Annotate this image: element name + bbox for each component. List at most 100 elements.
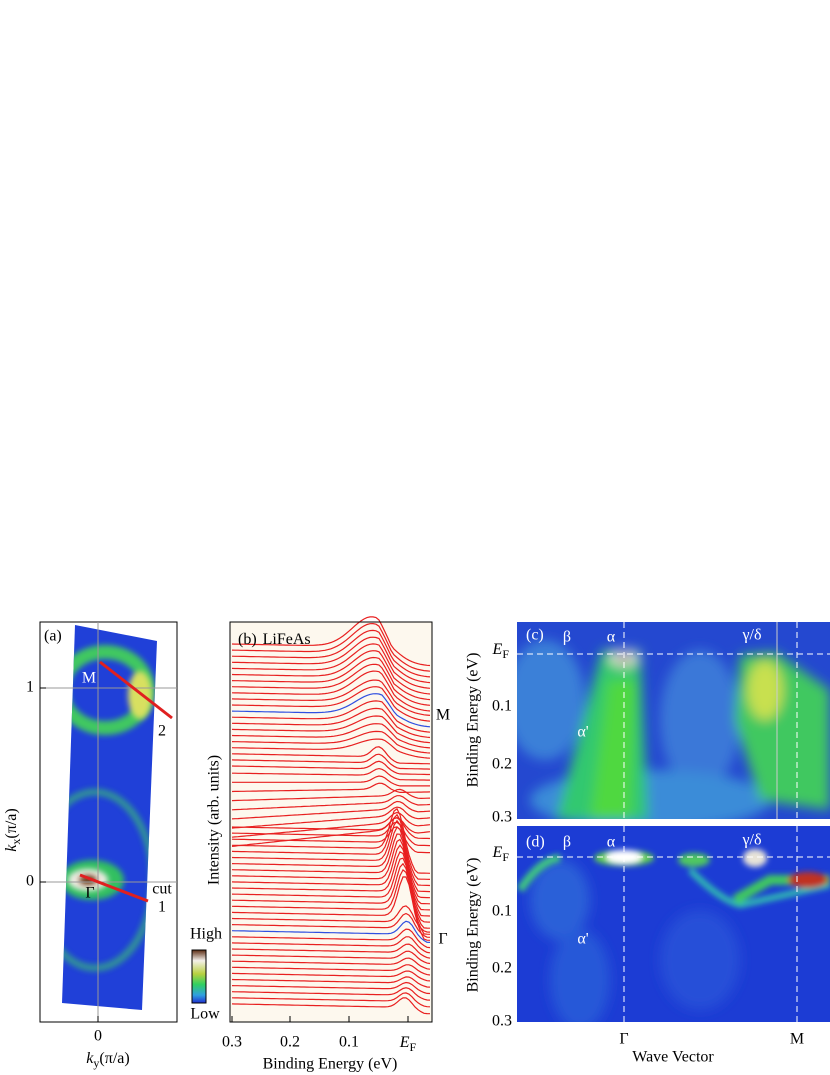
diffuse <box>530 860 740 1022</box>
band-label: β <box>563 629 571 646</box>
panel-label-text: (b) <box>238 631 257 648</box>
edc-curve <box>231 821 431 847</box>
gamma-hot <box>747 660 783 720</box>
annotation: cut <box>152 881 172 898</box>
y-tick-label: 0 <box>26 873 34 890</box>
edc-curve <box>231 826 431 893</box>
band-label: γ/δ <box>741 627 761 644</box>
edc-curve <box>231 976 431 988</box>
panel-b: (b) LiFeAs M Γ 0.3 0.2 0.1 EF Binding Ene… <box>206 616 450 1073</box>
colorbar-label: Low <box>190 1006 220 1023</box>
x-axis-title-part: k <box>86 1050 94 1067</box>
frame-border <box>229 621 433 1023</box>
edc-curve <box>231 957 431 970</box>
edc-curve <box>231 905 431 933</box>
edc-curve <box>232 775 430 787</box>
edc-curve <box>231 723 431 749</box>
colorbar-label: High <box>190 926 222 943</box>
edc-curve <box>231 868 431 935</box>
panel-a: (a) M 2 Γ cut 1 1 0 0 ky(π/a) kx(π/a) Hi… <box>3 621 222 1070</box>
panel-label: (c) <box>526 627 544 644</box>
edc-curve <box>231 670 431 712</box>
edc-curve <box>231 876 431 941</box>
y-tick-label: 1 <box>26 679 34 696</box>
edc-curve <box>231 686 431 722</box>
edc-curve <box>231 753 431 770</box>
intensity <box>550 930 610 1022</box>
alpha-band <box>590 680 636 819</box>
edc-curve <box>231 707 431 739</box>
edc-curve <box>231 622 431 672</box>
edc-curve <box>231 760 430 776</box>
edc-curve <box>231 920 431 943</box>
edc-curve <box>231 746 431 765</box>
edc-curve <box>231 992 431 1008</box>
annotation: M <box>436 707 450 724</box>
x-tick-label: Γ <box>619 1031 628 1048</box>
x-axis-title-part: y <box>93 1056 99 1070</box>
y-tick-label: 0.3 <box>492 1013 512 1030</box>
x-tick-label: 0.1 <box>339 1034 359 1051</box>
edc-curve <box>231 715 431 744</box>
annotation: M <box>82 670 96 687</box>
panel-c: (c) β α γ/δ α' EF 0.1 0.2 0.3 Binding En… <box>465 622 830 826</box>
edc-curve <box>231 800 431 820</box>
y-tick-label-part: F <box>502 850 509 864</box>
x-tick-label: 0.2 <box>280 1034 300 1051</box>
edc-curve <box>231 862 431 929</box>
y-axis-title: Binding Energy (eV) <box>465 653 482 788</box>
band <box>678 853 710 867</box>
y-axis-title-part: x <box>9 839 23 845</box>
annotation: Γ <box>438 931 447 948</box>
intensity <box>660 650 740 790</box>
hot-spot <box>788 872 828 888</box>
edc-curve <box>232 767 430 781</box>
edc-curve <box>231 629 431 678</box>
edc-curves <box>231 616 431 1015</box>
intensity <box>517 640 585 760</box>
panel-label: (b) LiFeAs <box>238 631 311 648</box>
y-axis-title: Binding Energy (eV) <box>465 858 482 993</box>
edc-curve <box>231 943 431 959</box>
edc-curve <box>231 950 431 965</box>
edc-curve <box>231 912 431 938</box>
intensity <box>660 910 740 1010</box>
edc-curve <box>231 838 431 905</box>
y-tick-label: 0.1 <box>492 698 512 715</box>
edc-curve <box>231 844 431 911</box>
edc-curve <box>231 656 431 701</box>
edc-curve <box>231 857 431 923</box>
colorbar <box>191 949 207 1004</box>
panel-label: (a) <box>44 628 62 645</box>
edc-curve <box>231 795 431 811</box>
annotation: 2 <box>158 723 166 740</box>
edc-curve <box>231 817 431 840</box>
y-tick-label-part: E <box>492 844 503 861</box>
edc-curve <box>231 819 431 887</box>
gamma-spot <box>743 849 767 867</box>
panel-d: (d) β α γ/δ α' EF 0.1 0.2 0.3 Binding En… <box>465 826 830 1066</box>
y-tick-label: 0.2 <box>492 960 512 977</box>
y-tick-label: 0.3 <box>492 809 512 826</box>
band-label: α <box>607 629 616 646</box>
edc-curve <box>231 730 431 754</box>
band-label: α' <box>577 931 588 948</box>
y-tick-label: EF <box>492 641 510 661</box>
y-axis-title: Intensity (arb. units) <box>206 755 223 885</box>
edc-curve <box>231 788 431 802</box>
edc-curve <box>231 693 431 728</box>
edc-curve <box>231 782 431 793</box>
y-tick-label-part: E <box>492 641 503 658</box>
cut-line <box>99 660 173 720</box>
x-tick-label: EF <box>399 1034 417 1054</box>
edc-curve <box>231 970 431 982</box>
y-tick-label-part: F <box>502 647 509 661</box>
band-label: γ/δ <box>741 832 761 849</box>
y-axis-title: kx(π/a) <box>3 808 23 851</box>
x-tick-label-part: E <box>399 1034 410 1051</box>
edc-curve <box>231 997 431 1015</box>
x-tick-label: M <box>790 1031 804 1048</box>
edc-curve <box>231 643 431 689</box>
edc-curve <box>231 663 431 706</box>
